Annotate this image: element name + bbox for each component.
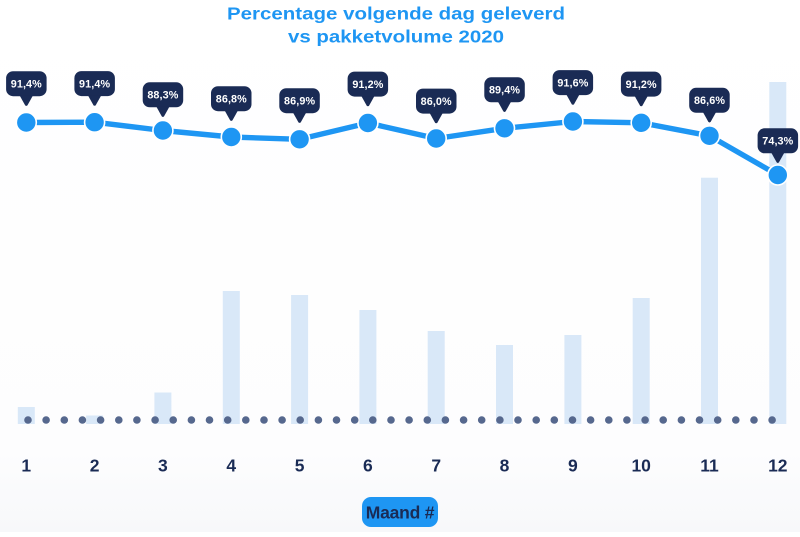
svg-text:86,8%: 86,8% <box>216 94 247 106</box>
svg-text:1: 1 <box>21 456 31 476</box>
svg-text:89,4%: 89,4% <box>489 85 520 97</box>
svg-text:12: 12 <box>768 456 788 476</box>
svg-text:91,2%: 91,2% <box>352 79 383 91</box>
svg-text:7: 7 <box>431 456 441 476</box>
svg-text:88,3%: 88,3% <box>147 90 178 102</box>
svg-text:86,0%: 86,0% <box>421 96 452 108</box>
svg-text:91,4%: 91,4% <box>79 78 110 90</box>
svg-text:Percentage volgende dag geleve: Percentage volgende dag geleverd <box>227 4 565 24</box>
svg-text:91,2%: 91,2% <box>626 79 657 91</box>
svg-text:86,9%: 86,9% <box>284 96 315 108</box>
svg-text:10: 10 <box>631 456 651 476</box>
svg-text:91,6%: 91,6% <box>557 77 588 89</box>
svg-text:4: 4 <box>226 456 236 476</box>
svg-text:Maand #: Maand # <box>366 503 435 523</box>
svg-text:74,3%: 74,3% <box>762 136 793 148</box>
svg-text:9: 9 <box>568 456 578 476</box>
svg-text:91,4%: 91,4% <box>11 79 42 91</box>
svg-text:6: 6 <box>363 456 373 476</box>
svg-text:vs pakketvolume 2020: vs pakketvolume 2020 <box>288 26 504 46</box>
svg-text:8: 8 <box>500 456 510 476</box>
svg-text:3: 3 <box>158 456 168 476</box>
svg-text:11: 11 <box>700 456 719 476</box>
svg-text:86,6%: 86,6% <box>694 95 725 107</box>
svg-text:5: 5 <box>295 456 305 476</box>
svg-text:2: 2 <box>90 456 100 476</box>
